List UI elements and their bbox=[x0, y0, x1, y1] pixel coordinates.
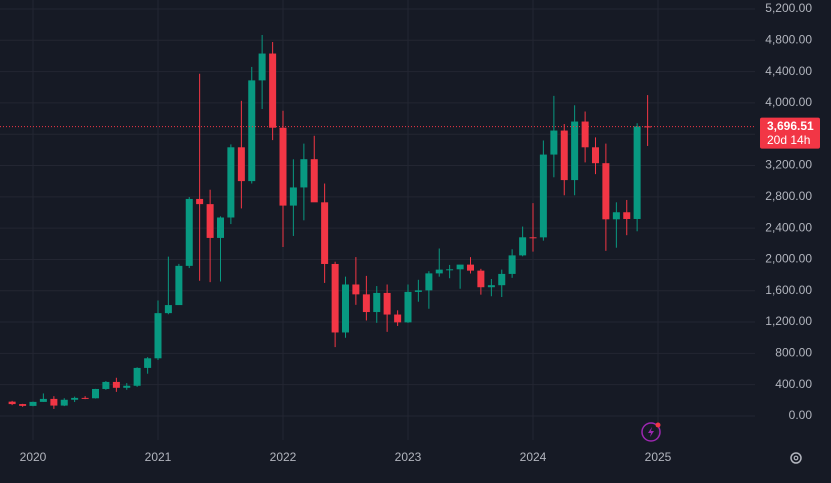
grid bbox=[0, 0, 755, 440]
candle-body bbox=[123, 385, 131, 388]
candle-body bbox=[602, 163, 610, 220]
candle-body bbox=[154, 313, 162, 359]
y-tick-label: 4,400.00 bbox=[765, 64, 812, 78]
candle-body bbox=[289, 187, 297, 206]
candle-body bbox=[467, 264, 474, 271]
candle-body bbox=[133, 367, 141, 386]
candle-body bbox=[29, 401, 37, 406]
y-tick-label: 1,600.00 bbox=[765, 283, 812, 297]
y-tick-label: 1,200.00 bbox=[765, 314, 812, 328]
candle-body bbox=[206, 204, 214, 238]
candle-body bbox=[269, 53, 277, 128]
candle-body bbox=[435, 269, 443, 274]
candle-body bbox=[300, 159, 308, 188]
candle-body bbox=[498, 273, 506, 286]
candle-body bbox=[425, 273, 433, 291]
candle-body bbox=[446, 269, 454, 271]
candle-body bbox=[352, 284, 360, 295]
x-tick-label: 2023 bbox=[395, 450, 422, 464]
candle-body bbox=[508, 255, 516, 274]
x-tick-label: 2022 bbox=[270, 450, 297, 464]
candle-body bbox=[414, 290, 422, 292]
candle-body bbox=[321, 202, 329, 264]
candle-body bbox=[581, 121, 589, 148]
candle-body bbox=[60, 399, 68, 406]
candle-body bbox=[164, 305, 172, 314]
y-tick-label: 5,200.00 bbox=[765, 1, 812, 15]
candle-body bbox=[394, 314, 402, 323]
candle-body bbox=[144, 358, 152, 368]
candle-body bbox=[258, 53, 266, 81]
y-tick-label: 2,800.00 bbox=[765, 189, 812, 203]
candle-body bbox=[560, 130, 568, 181]
candle-body bbox=[8, 401, 16, 405]
y-tick-label: 2,000.00 bbox=[765, 252, 812, 266]
y-tick-label: 4,000.00 bbox=[765, 95, 812, 109]
candle-body bbox=[310, 159, 318, 203]
candle-body bbox=[612, 212, 620, 220]
candle-body bbox=[592, 147, 599, 164]
candle-body bbox=[383, 292, 391, 315]
candle-body bbox=[342, 284, 349, 333]
x-tick-label: 2025 bbox=[645, 450, 672, 464]
candle-body bbox=[550, 130, 558, 155]
y-tick-label: 800.00 bbox=[775, 346, 812, 360]
candle-body bbox=[362, 294, 370, 313]
candle-body bbox=[519, 237, 527, 256]
candle-body bbox=[571, 121, 579, 181]
y-tick-label: 3,200.00 bbox=[765, 158, 812, 172]
candle-body bbox=[196, 198, 204, 205]
y-tick-label: 0.00 bbox=[789, 408, 813, 422]
last-price-label: 3,696.51 bbox=[767, 119, 814, 133]
candle-body bbox=[248, 80, 256, 182]
candle-body bbox=[373, 292, 381, 313]
candle-body bbox=[644, 126, 652, 128]
y-tick-label: 4,800.00 bbox=[765, 32, 812, 46]
candle-body bbox=[92, 388, 99, 399]
lightning-icon[interactable] bbox=[641, 422, 661, 442]
candle-body bbox=[81, 397, 89, 399]
candle-body bbox=[50, 398, 58, 406]
candle-body bbox=[112, 381, 120, 388]
countdown-label: 20d 14h bbox=[767, 133, 810, 147]
y-tick-label: 2,400.00 bbox=[765, 220, 812, 234]
candle-body bbox=[185, 198, 193, 266]
candle-body bbox=[487, 285, 495, 288]
last-price-badge bbox=[760, 117, 820, 149]
candle-body bbox=[477, 270, 485, 288]
x-tick-label: 2024 bbox=[520, 450, 547, 464]
candle-body bbox=[331, 263, 339, 333]
candle-body bbox=[217, 217, 224, 238]
x-tick-label: 2020 bbox=[20, 450, 47, 464]
candle-body bbox=[539, 154, 547, 238]
settings-icon[interactable] bbox=[790, 452, 802, 464]
x-tick-label: 2021 bbox=[145, 450, 172, 464]
candle-body bbox=[71, 397, 79, 400]
y-tick-label: 400.00 bbox=[775, 377, 812, 391]
candle-body bbox=[633, 126, 641, 219]
candle-body bbox=[227, 147, 235, 218]
candle-body bbox=[456, 264, 464, 270]
candle-body bbox=[102, 381, 110, 389]
candle-body bbox=[404, 291, 412, 323]
candle-body bbox=[623, 212, 631, 219]
candle-body bbox=[279, 127, 287, 206]
candle-body bbox=[175, 265, 183, 306]
candle-body bbox=[19, 404, 27, 406]
candle-body bbox=[529, 237, 537, 239]
candle-body bbox=[39, 398, 47, 402]
candle-body bbox=[237, 147, 245, 182]
